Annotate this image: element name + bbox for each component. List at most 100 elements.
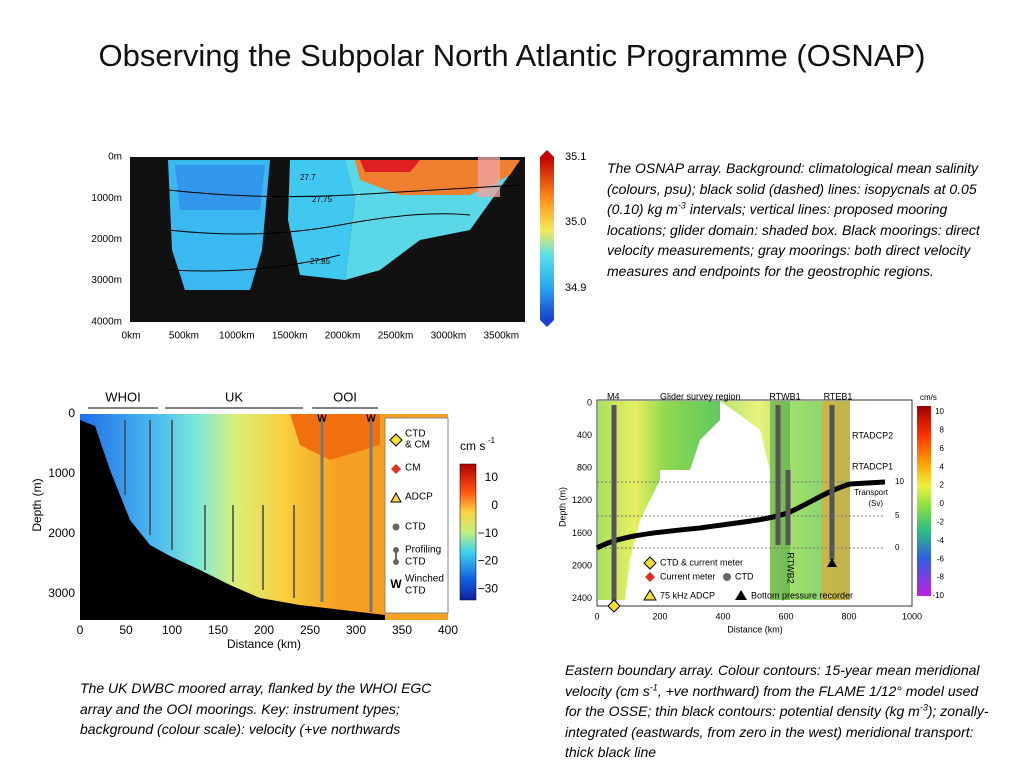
x-axis-label: Distance (km) (227, 637, 301, 651)
y-tick-label: 3000 (48, 586, 75, 600)
mooring-label: RTADCP1 (852, 461, 893, 471)
y-tick-label: 0 (68, 406, 75, 420)
transport-title: Transport (854, 488, 889, 497)
x-tick-label: 100 (162, 623, 182, 637)
transport-tick-label: 5 (895, 511, 900, 520)
x-tick-label: 0km (122, 331, 141, 342)
contour-label: 27.75 (312, 195, 333, 204)
x-tick-label: 0 (77, 623, 84, 637)
mooring-label: RTWB2 (786, 552, 796, 583)
contour-label: 27.85 (310, 257, 331, 266)
legend-symbol: W (390, 577, 402, 591)
legend-label: Current meter (660, 571, 716, 581)
superscript: -3 (677, 200, 686, 211)
y-axis-label: Depth (m) (30, 478, 44, 531)
colorbar-tick-label: -6 (937, 554, 945, 563)
legend-label: CTD & current meter (660, 557, 743, 567)
y-tick-label: 4000m (91, 316, 122, 327)
x-tick-label: 2000km (325, 331, 361, 342)
legend-box (384, 417, 449, 614)
legend-label: CTD (405, 429, 426, 440)
mooring-label: RTADCP2 (852, 430, 893, 440)
transport-title: (Sv) (868, 499, 883, 508)
x-tick-label: 1500km (272, 331, 308, 342)
mooring-label: W (317, 414, 327, 425)
bathymetry (80, 420, 385, 620)
transport-line (595, 479, 886, 551)
y-tick-label: 0m (108, 152, 122, 163)
x-tick-label: 1000km (219, 331, 255, 342)
legend-symbol (643, 556, 657, 570)
figure-uk-dwbc (80, 407, 477, 620)
colorbar-title: cm/s (920, 393, 937, 402)
figure-eastern-boundary (595, 399, 931, 613)
y-tick-label: 800 (577, 463, 592, 473)
instrument (827, 558, 837, 567)
figure-salinity-section (130, 150, 554, 327)
y-tick-label: 400 (577, 430, 592, 440)
mooring-label: M4 (607, 391, 620, 401)
transport-tick-label: 10 (895, 477, 904, 486)
moorings (124, 420, 373, 612)
colorbar (540, 157, 554, 320)
group-label: OOI (333, 389, 357, 404)
y-tick-label: 1000 (48, 466, 75, 480)
mooring-label: W (366, 414, 376, 425)
caption: The OSNAP array. Background: climatologi… (607, 158, 1002, 281)
superscript: -1 (649, 681, 658, 692)
legend-symbol (393, 547, 399, 553)
y-tick-label: 2000m (91, 234, 122, 245)
colorbar-tick-label: 34.9 (565, 282, 586, 294)
y-tick-label: 1600 (572, 528, 592, 538)
colorbar-arrow (540, 320, 554, 327)
legend-symbol (393, 559, 399, 565)
colorbar-tick-label: -8 (937, 573, 945, 582)
x-tick-label: 3000km (431, 331, 467, 342)
water-region (288, 160, 355, 280)
colorbar-tick-label: 4 (940, 462, 945, 471)
x-axis-label: Distance (km) (727, 624, 783, 634)
legend-label: Winched (405, 574, 444, 585)
y-tick-label: 0 (587, 397, 592, 407)
legend-symbol (391, 464, 401, 474)
colorbar-tick-label: −20 (478, 554, 499, 568)
blank-region (660, 470, 770, 600)
colorbar (917, 406, 931, 596)
moorings (611, 405, 835, 605)
legend-symbol (645, 572, 655, 582)
legend-symbol (392, 523, 400, 531)
colorbar-tick-label: −30 (478, 581, 499, 595)
y-tick-label: 2000 (572, 560, 592, 570)
legend-symbol (390, 491, 402, 503)
instrument (607, 599, 621, 613)
isopycnal (167, 184, 521, 272)
caption-text: ); zonally-integrated (eastwards, from z… (565, 703, 989, 760)
colorbar-tick-label: 8 (940, 426, 945, 435)
colorbar-tick-label: -2 (937, 518, 945, 527)
velocity-region (598, 401, 720, 600)
group-label: UK (225, 389, 243, 404)
caption: The UK DWBC moored array, flanked by the… (80, 678, 465, 740)
x-tick-label: 350 (392, 623, 412, 637)
x-tick-label: 400 (438, 623, 458, 637)
colorbar-tick-label: 35.0 (565, 216, 586, 228)
colorbar-title: -1 (488, 436, 496, 445)
colorbar-tick-label: 35.1 (565, 151, 586, 163)
colorbar-tick-label: −10 (478, 526, 499, 540)
x-tick-label: 200 (254, 623, 274, 637)
x-tick-label: 3500km (484, 331, 520, 342)
colorbar-tick-label: 10 (935, 407, 944, 416)
legend-label: & CM (405, 440, 430, 451)
legend-label: ADCP (405, 492, 433, 503)
water-region (175, 165, 265, 210)
x-tick-label: 1000 (902, 611, 922, 621)
colorbar-tick-label: 0 (940, 499, 945, 508)
legend-label: Profiling (405, 545, 441, 556)
x-tick-label: 0 (594, 611, 599, 621)
x-tick-label: 200 (652, 611, 667, 621)
x-tick-label: 250 (300, 623, 320, 637)
colorbar-tick-label: 2 (940, 481, 945, 490)
x-tick-label: 800 (841, 611, 856, 621)
y-tick-label: 2000 (48, 526, 75, 540)
